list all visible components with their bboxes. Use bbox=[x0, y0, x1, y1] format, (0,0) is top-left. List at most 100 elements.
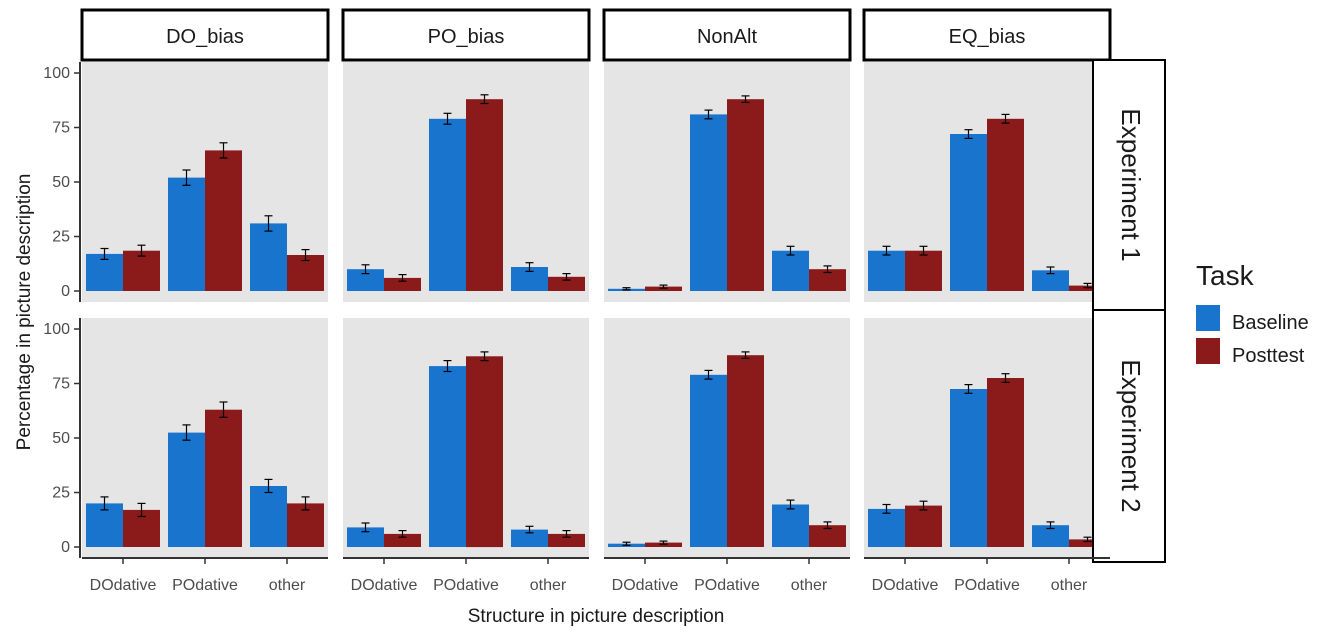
panel-experiment-1-eq-bias bbox=[864, 62, 1110, 302]
error-bar-baseline-podative bbox=[182, 169, 191, 186]
error-bar-posttest-other bbox=[301, 249, 310, 262]
bar-posttest-dodative bbox=[384, 277, 421, 291]
x-tick-label-other: other bbox=[530, 577, 567, 594]
error-bar-posttest-dodative bbox=[919, 500, 928, 511]
bar-baseline-podative bbox=[950, 389, 987, 547]
error-bar-posttest-podative bbox=[219, 142, 228, 159]
bar-baseline-dodative bbox=[86, 503, 123, 547]
error-bar-baseline-podative bbox=[443, 112, 452, 125]
bar-posttest-podative bbox=[205, 150, 242, 291]
error-bar-baseline-podative bbox=[704, 109, 713, 120]
error-bar-posttest-dodative bbox=[137, 244, 146, 257]
bar-posttest-dodative bbox=[905, 250, 942, 291]
x-tick-label-podative: POdative bbox=[433, 577, 499, 594]
legend-label-baseline: Baseline bbox=[1232, 312, 1309, 334]
x-tick-label-dodative: DOdative bbox=[351, 577, 418, 594]
bar-baseline-podative bbox=[168, 177, 205, 291]
error-bar-baseline-podative bbox=[443, 360, 452, 373]
panel-experiment-2-nonalt bbox=[604, 318, 850, 558]
x-tick-label-podative: POdative bbox=[172, 577, 238, 594]
y-tick-label: 50 bbox=[52, 174, 70, 191]
y-tick-label: 100 bbox=[43, 321, 70, 338]
legend-swatch-baseline bbox=[1196, 305, 1220, 331]
bar-baseline-dodative bbox=[86, 253, 123, 291]
bar-baseline-other bbox=[772, 250, 809, 291]
legend: Task Baseline Posttest bbox=[1196, 260, 1309, 367]
x-tick-label-other: other bbox=[269, 577, 306, 594]
error-bar-posttest-dodative bbox=[398, 274, 407, 282]
column-strip-po-bias: PO_bias bbox=[341, 8, 591, 62]
bar-posttest-podative bbox=[466, 99, 503, 291]
error-bar-posttest-podative bbox=[480, 94, 489, 105]
row-strip-experiment-2: Experiment 2 bbox=[1092, 309, 1166, 563]
bar-baseline-other bbox=[1032, 270, 1069, 291]
bar-baseline-dodative bbox=[868, 508, 905, 547]
bar-baseline-dodative bbox=[868, 250, 905, 291]
y-tick-label: 25 bbox=[52, 485, 70, 502]
error-bar-posttest-podative bbox=[1001, 373, 1010, 383]
y-tick-label: 75 bbox=[52, 376, 70, 393]
error-bar-baseline-dodative bbox=[882, 245, 891, 256]
bar-posttest-podative bbox=[727, 99, 764, 291]
error-bar-baseline-dodative bbox=[100, 247, 109, 260]
y-tick-label: 100 bbox=[43, 65, 70, 82]
column-strip-nonalt: NonAlt bbox=[602, 8, 852, 62]
error-bar-posttest-other bbox=[823, 265, 832, 274]
error-bar-posttest-podative bbox=[480, 351, 489, 362]
y-tick-label: 0 bbox=[61, 283, 70, 300]
row-strips: Experiment 1 Experiment 2 bbox=[1092, 59, 1166, 563]
error-bar-posttest-other bbox=[1083, 282, 1092, 289]
x-axis: DOdative POdative other DOdative POdative oth… bbox=[82, 557, 1110, 594]
x-tick-label-other: other bbox=[1051, 577, 1088, 594]
error-bar-baseline-podative bbox=[182, 424, 191, 441]
error-bar-posttest-other bbox=[562, 529, 571, 538]
error-bar-baseline-other bbox=[264, 215, 273, 232]
bar-posttest-dodative bbox=[905, 505, 942, 547]
bar-posttest-podative bbox=[987, 378, 1024, 547]
legend-label-posttest: Posttest bbox=[1232, 345, 1305, 367]
error-bar-posttest-other bbox=[823, 521, 832, 530]
error-bar-posttest-dodative bbox=[659, 284, 668, 289]
bar-baseline-other bbox=[250, 486, 287, 547]
column-strip-label: DO_bias bbox=[166, 26, 244, 48]
row-strip-label: Experiment 1 bbox=[1116, 108, 1146, 261]
column-strip-label: NonAlt bbox=[697, 26, 757, 48]
bar-baseline-podative bbox=[429, 118, 466, 291]
error-bar-baseline-dodative bbox=[622, 287, 631, 291]
error-bar-posttest-other bbox=[1083, 536, 1092, 543]
error-bar-baseline-podative bbox=[964, 129, 973, 139]
bar-posttest-other bbox=[287, 503, 324, 547]
column-strips: DO_bias PO_bias NonAlt EQ_bias bbox=[80, 8, 1112, 62]
bar-baseline-other bbox=[250, 223, 287, 291]
bar-baseline-podative bbox=[168, 432, 205, 547]
bar-baseline-other bbox=[772, 504, 809, 547]
bar-baseline-podative bbox=[690, 114, 727, 292]
error-bar-baseline-other bbox=[264, 478, 273, 494]
error-bar-baseline-dodative bbox=[361, 522, 370, 533]
panel-experiment-2-po-bias bbox=[343, 318, 589, 558]
bar-baseline-dodative bbox=[347, 269, 384, 291]
error-bar-posttest-other bbox=[301, 496, 310, 511]
error-bar-posttest-dodative bbox=[398, 529, 407, 538]
bar-posttest-podative bbox=[466, 356, 503, 548]
x-tick-label-dodative: DOdative bbox=[90, 577, 157, 594]
error-bar-baseline-dodative bbox=[361, 264, 370, 275]
error-bar-baseline-dodative bbox=[100, 496, 109, 511]
bar-posttest-other bbox=[548, 533, 585, 547]
x-tick-label-podative: POdative bbox=[694, 577, 760, 594]
bar-posttest-podative bbox=[727, 355, 764, 547]
y-axis: 0 25 50 75 100 0 25 50 75 100 bbox=[43, 62, 81, 558]
panel-experiment-1-po-bias bbox=[343, 62, 589, 302]
error-bar-posttest-other bbox=[562, 273, 571, 281]
error-bar-baseline-other bbox=[786, 245, 795, 256]
bar-baseline-podative bbox=[429, 366, 466, 547]
y-axis-title: Percentage in picture description bbox=[14, 174, 35, 451]
error-bar-baseline-other bbox=[786, 499, 795, 510]
error-bar-baseline-dodative bbox=[882, 503, 891, 514]
bar-posttest-other bbox=[809, 525, 846, 547]
error-bar-baseline-other bbox=[525, 262, 534, 272]
x-tick-label-podative: POdative bbox=[954, 577, 1020, 594]
error-bar-baseline-other bbox=[1046, 266, 1055, 275]
bar-baseline-other bbox=[1032, 525, 1069, 547]
bar-posttest-other bbox=[1069, 539, 1106, 547]
